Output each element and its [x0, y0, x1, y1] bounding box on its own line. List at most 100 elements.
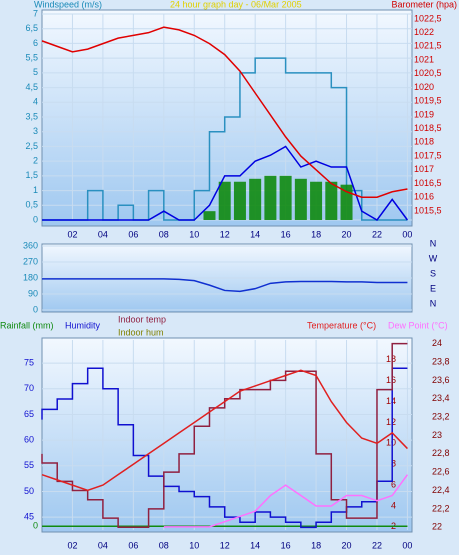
x-tick-label: 14	[250, 540, 260, 550]
bar	[279, 175, 292, 220]
y4-tick-label: 0	[33, 521, 38, 531]
y-tick-label: 1	[33, 185, 38, 195]
y-tick-label: 180	[23, 272, 38, 282]
x-tick-label: 20	[342, 229, 352, 239]
y-tick-label: 3	[33, 126, 38, 136]
direction-label: W	[429, 253, 438, 263]
y2-tick-label: 18	[386, 354, 396, 364]
y2-tick-label: 1016,5	[414, 178, 442, 188]
y2-tick-label: 1017	[414, 164, 434, 174]
bar	[233, 181, 246, 220]
x-tick-label: 20	[342, 540, 352, 550]
y2-tick-label: 1021	[414, 54, 434, 64]
y-tick-label: 75	[24, 357, 34, 367]
y-tick-label: 90	[28, 288, 38, 298]
y3-tick-label: 22,4	[432, 485, 450, 495]
y2-tick-label: 6	[391, 479, 396, 489]
legend-label: Indoor hum	[118, 327, 164, 337]
y-tick-label: 55	[24, 460, 34, 470]
y2-tick-label: 8	[391, 459, 396, 469]
y3-tick-label: 22,6	[432, 467, 450, 477]
series-line	[41, 369, 408, 492]
y3-tick-label: 22,2	[432, 503, 450, 513]
y2-tick-label: 1022	[414, 27, 434, 37]
series-line	[42, 145, 409, 221]
x-tick-label: 18	[311, 540, 321, 550]
x-tick-label: 16	[281, 229, 291, 239]
y-tick-label: 360	[23, 240, 38, 250]
y-tick-label: 50	[24, 486, 34, 496]
y2-tick-label: 1016	[414, 192, 434, 202]
x-tick-label: 00	[402, 540, 412, 550]
y2-axis-label: Barometer (hpa)	[391, 0, 457, 9]
y-tick-label: 7	[33, 8, 38, 18]
y-tick-label: 2,5	[25, 141, 38, 151]
x-tick-label: 14	[250, 229, 260, 239]
y-tick-label: 70	[24, 383, 34, 393]
y3-tick-label: 23,6	[432, 375, 450, 385]
y-tick-label: 45	[24, 512, 34, 522]
y2-tick-label: 1018,5	[414, 123, 442, 133]
bar	[325, 181, 338, 220]
bar	[310, 181, 323, 220]
y2-tick-label: 4	[391, 500, 396, 510]
series-line	[163, 474, 409, 528]
legend-label: Dew Point (°C)	[388, 320, 448, 330]
series-line	[41, 26, 408, 198]
y3-tick-label: 22,8	[432, 448, 450, 458]
x-tick-label: 18	[311, 229, 321, 239]
x-tick-label: 04	[98, 540, 108, 550]
direction-label: E	[430, 283, 436, 293]
y3-tick-label: 23	[432, 430, 442, 440]
y-tick-label: 270	[23, 256, 38, 266]
y-tick-label: 60	[24, 435, 34, 445]
x-tick-label: 02	[67, 229, 77, 239]
legend-label: Indoor temp	[118, 314, 166, 324]
y3-tick-label: 23,4	[432, 393, 450, 403]
legend-label: Rainfall (mm)	[0, 320, 54, 330]
y-tick-label: 6	[33, 38, 38, 48]
x-tick-label: 02	[67, 540, 77, 550]
direction-label: N	[430, 298, 437, 308]
x-tick-label: 10	[189, 229, 199, 239]
x-tick-label: 04	[98, 229, 108, 239]
x-tick-label: 06	[128, 229, 138, 239]
x-tick-label: 22	[372, 540, 382, 550]
x-tick-label: 08	[159, 540, 169, 550]
legend-label: Temperature (°C)	[307, 320, 376, 330]
y-axis-label: Windspeed (m/s)	[34, 0, 102, 9]
y3-tick-label: 24	[432, 338, 442, 348]
y-tick-label: 4	[33, 97, 38, 107]
y2-tick-label: 10	[386, 438, 396, 448]
y-tick-label: 0,5	[25, 200, 38, 210]
bar	[203, 211, 216, 220]
chart-title: 24 hour graph day - 06/Mar 2005	[170, 0, 302, 9]
y-tick-label: 65	[24, 409, 34, 419]
y2-tick-label: 1018	[414, 137, 434, 147]
y2-tick-label: 12	[386, 417, 396, 427]
bar	[264, 175, 277, 220]
x-tick-label: 22	[372, 229, 382, 239]
y3-tick-label: 22	[432, 522, 442, 532]
bar	[218, 181, 231, 220]
y-tick-label: 5	[33, 67, 38, 77]
x-tick-label: 08	[159, 229, 169, 239]
y2-tick-label: 1017,5	[414, 150, 442, 160]
x-tick-label: 16	[281, 540, 291, 550]
y2-tick-label: 1021,5	[414, 41, 442, 51]
y3-tick-label: 23,8	[432, 356, 450, 366]
y2-tick-label: 1022,5	[414, 13, 442, 23]
y-tick-label: 0	[33, 214, 38, 224]
y2-tick-label: 16	[386, 375, 396, 385]
legend-label: Humidity	[65, 320, 101, 330]
direction-label: S	[430, 268, 436, 278]
bar	[249, 178, 262, 220]
y-tick-label: 1,5	[25, 170, 38, 180]
y2-tick-label: 1020	[414, 82, 434, 92]
plot-area	[41, 337, 413, 533]
x-tick-label: 12	[220, 540, 230, 550]
x-tick-label: 10	[189, 540, 199, 550]
y2-tick-label: 1019	[414, 109, 434, 119]
y2-tick-label: 14	[386, 396, 396, 406]
